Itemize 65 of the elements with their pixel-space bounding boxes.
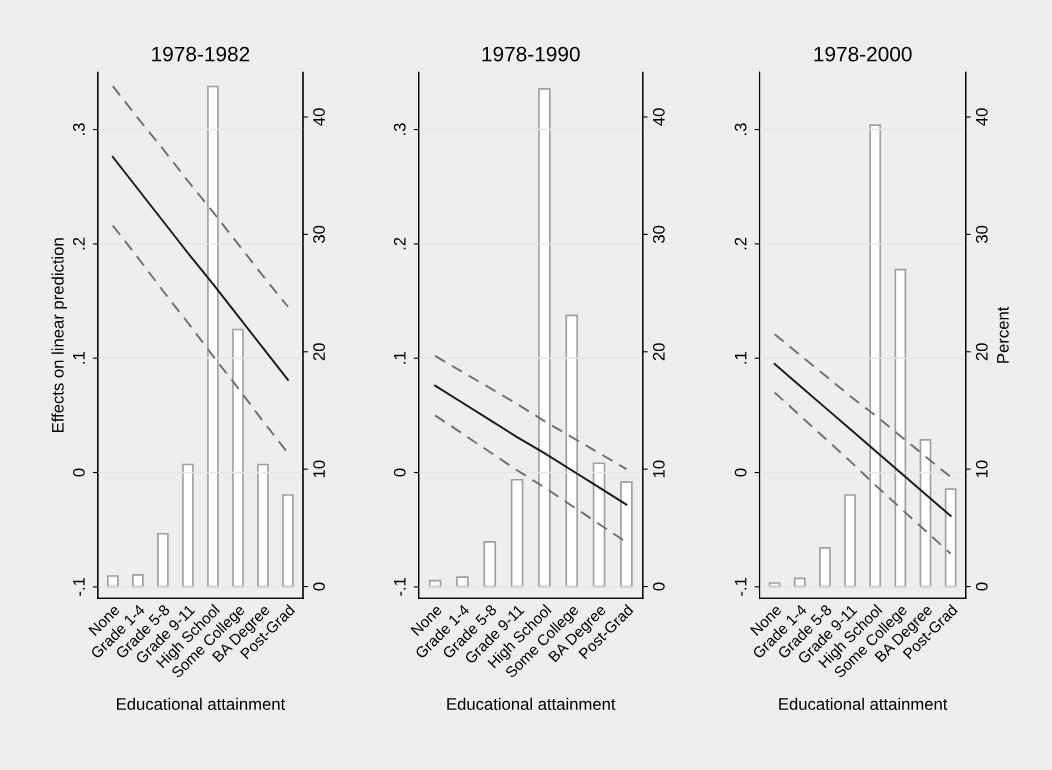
y2-tick-label: 20 [313, 343, 325, 361]
chart-title: 1978-1982 [152, 46, 250, 62]
bar [257, 463, 269, 588]
y2-axis-title: Percent [997, 306, 1009, 363]
bar [232, 328, 244, 588]
bar [844, 494, 856, 588]
y2-tick-label: 10 [652, 460, 665, 478]
y2-tick-label: 0 [652, 582, 665, 591]
y-tick-label: 0 [734, 468, 747, 477]
x-axis-title: Educational attainment [447, 697, 616, 710]
bar [132, 573, 144, 588]
y2-tick-label: 40 [313, 108, 325, 126]
bar [282, 494, 294, 588]
bar [207, 85, 219, 588]
bar [869, 124, 882, 588]
y-tick-label: -.1 [734, 577, 747, 596]
bar [182, 463, 194, 588]
bar [944, 488, 957, 588]
y2-tick-label: 30 [652, 225, 665, 244]
y-tick-label: .1 [734, 352, 747, 364]
y-tick-label: 0 [393, 468, 406, 477]
bar [620, 481, 633, 588]
chart-title: 1978-1990 [482, 46, 580, 62]
line-series [434, 354, 628, 471]
y-tick-label: 0 [73, 468, 85, 477]
y2-tick-label: 20 [975, 343, 988, 361]
bar [157, 532, 169, 588]
y2-tick-label: 20 [652, 343, 665, 361]
y2-tick-label: 40 [975, 108, 988, 126]
y2-tick-label: 40 [652, 108, 665, 126]
x-axis-title: Educational attainment [779, 697, 948, 710]
y2-tick-label: 0 [975, 582, 988, 591]
y-axis-title: Effects on linear prediction [51, 238, 68, 433]
line-series [773, 333, 952, 479]
bar [510, 478, 524, 588]
y-tick-label: .2 [734, 237, 747, 250]
bar [592, 462, 606, 588]
y-tick-label: .2 [393, 237, 406, 250]
bar [456, 576, 469, 588]
bar [483, 541, 497, 588]
y-tick-label: -.1 [394, 577, 406, 596]
x-axis-title: Educational attainment [117, 697, 286, 710]
line-series [773, 391, 952, 555]
y-tick-label: .1 [73, 352, 85, 364]
y-tick-label: .3 [393, 123, 406, 135]
bar [538, 87, 551, 588]
line-series [111, 156, 289, 381]
y-tick-label: .1 [394, 352, 406, 364]
y-tick-label: .2 [73, 237, 85, 250]
y2-tick-label: 10 [313, 460, 325, 478]
line-series [111, 85, 289, 308]
y-tick-label: .3 [734, 123, 747, 135]
bar [107, 575, 119, 588]
bar [565, 314, 579, 588]
chart-title: 1978-2000 [814, 46, 912, 62]
y-tick-label: -.1 [73, 577, 85, 596]
line-series [773, 362, 952, 517]
y2-tick-label: 0 [313, 582, 325, 591]
y-tick-label: .3 [73, 123, 85, 135]
bar [894, 268, 907, 588]
y2-tick-label: 30 [313, 225, 325, 244]
bar [819, 546, 831, 588]
y2-tick-label: 30 [975, 225, 988, 244]
y2-tick-label: 10 [975, 460, 988, 478]
line-series [434, 384, 628, 506]
